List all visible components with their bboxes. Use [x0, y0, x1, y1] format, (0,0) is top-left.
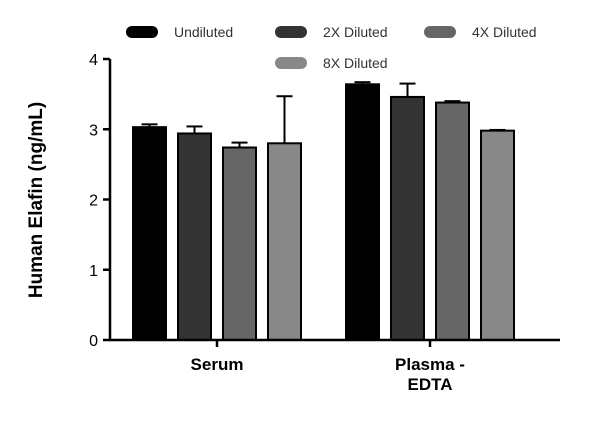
legend: Undiluted 2X Diluted 4X Diluted 8X Diluted — [126, 24, 537, 71]
y-tick-label: 2 — [89, 193, 98, 210]
bar — [390, 95, 425, 341]
bar — [267, 142, 302, 341]
bars-group — [132, 81, 515, 342]
legend-label: 2X Diluted — [323, 24, 388, 40]
legend-swatch — [275, 57, 307, 69]
legend-swatch — [424, 26, 456, 38]
bar — [480, 129, 515, 341]
legend-label: 8X Diluted — [323, 55, 388, 71]
legend-label: 4X Diluted — [472, 24, 537, 40]
x-tick-label: Plasma -EDTA — [395, 355, 465, 394]
y-tick-label: 3 — [89, 122, 98, 139]
axes-group: 0 1 2 3 4 Serum Plasma -EDTA — [89, 52, 560, 394]
x-tick-label: Serum — [191, 355, 244, 374]
legend-swatch — [126, 26, 158, 38]
bar — [177, 132, 212, 341]
bar — [345, 83, 380, 342]
bar — [132, 126, 167, 341]
y-tick-label: 0 — [89, 333, 98, 350]
y-tick-label: 4 — [89, 52, 98, 69]
bar — [222, 146, 257, 341]
bar — [435, 101, 470, 342]
y-tick-label: 1 — [89, 263, 98, 280]
legend-label: Undiluted — [174, 24, 233, 40]
y-axis-title: Human Elafin (ng/mL) — [26, 102, 47, 298]
legend-swatch — [275, 26, 307, 38]
